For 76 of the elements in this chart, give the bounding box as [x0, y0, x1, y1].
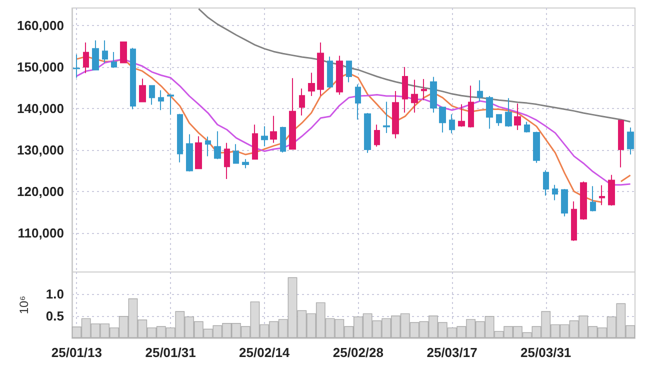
candlestick [186, 134, 193, 172]
x-tick-label: 25/01/31 [145, 345, 196, 360]
candlestick [158, 90, 164, 111]
candlestick [580, 181, 587, 220]
candlestick [571, 200, 577, 242]
candlestick [233, 144, 239, 164]
candlestick [102, 40, 108, 64]
y-tick-label: 140,000 [17, 100, 64, 116]
candlestick [524, 121, 530, 134]
candlestick [411, 79, 418, 114]
candlestick [195, 136, 202, 170]
candlestick [599, 184, 605, 206]
candlestick [449, 114, 455, 134]
candlestick [120, 41, 127, 64]
candlestick [289, 78, 296, 150]
line-series [198, 8, 632, 122]
y-tick-label: 110,000 [18, 225, 64, 240]
candlestick [383, 101, 390, 134]
candlestick [242, 158, 249, 169]
candlestick [252, 124, 258, 160]
candlestick [355, 84, 361, 120]
x-tick-label: 25/02/28 [332, 345, 384, 360]
candlestick [261, 126, 268, 147]
candlestick [280, 126, 286, 153]
candlestick [458, 104, 465, 128]
candlestick [477, 80, 483, 102]
candlestick [430, 76, 437, 114]
candlestick [364, 112, 371, 154]
candlestick [496, 114, 502, 126]
candlestick [149, 85, 155, 106]
candlestick [308, 72, 315, 96]
candlestick [533, 131, 540, 164]
candlestick [177, 113, 183, 163]
candlestick [299, 88, 305, 116]
y-axis-title: 10⁶ [17, 296, 31, 314]
candlestick [111, 52, 117, 68]
candlestick [327, 56, 333, 88]
candlestick [167, 94, 174, 116]
candlestick [514, 102, 521, 131]
candlestick [590, 186, 596, 212]
candlestick [552, 184, 558, 201]
y-tick-label: 120,000 [17, 184, 64, 199]
candlestick [130, 47, 136, 110]
x-tick-label: 25/03/17 [426, 345, 478, 360]
candlestick [402, 66, 408, 114]
x-tick-label: 25/03/31 [520, 345, 572, 360]
candlestick [139, 78, 146, 103]
candlestick [205, 136, 211, 157]
candlestick [486, 96, 493, 130]
candlestick [336, 55, 343, 96]
candlestick [421, 78, 427, 101]
candlestick [627, 127, 634, 156]
y-tick-label: 160,000 [17, 18, 64, 33]
y-tick-label: 0.5 [46, 308, 64, 324]
candlestick [224, 142, 230, 180]
candlestick [73, 54, 80, 78]
candlestick [92, 40, 99, 70]
candlestick [317, 42, 324, 96]
y-tick-label: 130,000 [17, 142, 64, 158]
candlestick [608, 174, 615, 206]
candlestick [392, 90, 399, 139]
y-tick-label: 150,000 [17, 59, 64, 74]
candlestick [505, 98, 512, 128]
candlestick [561, 188, 568, 217]
candlestick [439, 106, 446, 134]
candlestick [346, 60, 352, 83]
candlestick [618, 120, 624, 168]
candlestick [543, 170, 549, 196]
candlestick [214, 130, 221, 160]
x-tick-label: 25/01/13 [51, 345, 102, 360]
candlestick [374, 124, 380, 148]
x-tick-label: 25/02/14 [239, 345, 290, 360]
candlestick [83, 42, 89, 74]
candlestick [270, 115, 277, 144]
candlestick [468, 85, 474, 128]
y-tick-label: 1.0 [46, 286, 64, 302]
